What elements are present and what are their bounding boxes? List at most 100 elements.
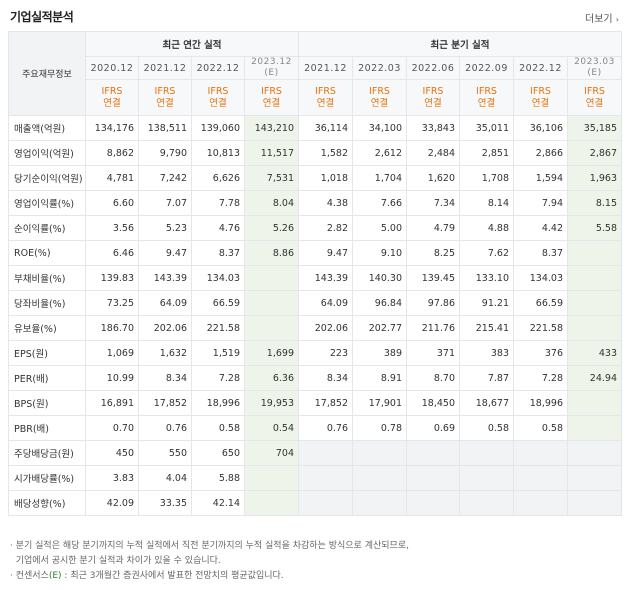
- table-cell: 10,813: [191, 140, 245, 166]
- table-cell: 17,852: [138, 390, 192, 416]
- table-cell: 6,626: [191, 165, 245, 191]
- table-cell: [513, 490, 568, 516]
- table-cell: 0.58: [191, 415, 245, 441]
- table-cell: 8.14: [459, 190, 514, 216]
- more-link[interactable]: 더보기 ›: [585, 10, 619, 25]
- table-cell: 139.83: [85, 265, 139, 291]
- accounting-basis: IFRS 연결: [298, 79, 353, 116]
- table-cell: 34,100: [352, 115, 407, 141]
- table-cell: 2,484: [406, 140, 460, 166]
- table-cell: 66.59: [191, 290, 245, 316]
- annual-group-header: 최근 연간 실적: [85, 31, 299, 57]
- table-cell: 202.77: [352, 315, 407, 341]
- table-cell: 1,704: [352, 165, 407, 191]
- table-cell: 8.70: [406, 365, 460, 391]
- table-cell: [298, 440, 353, 466]
- period-header: 2023.12 (E): [244, 56, 299, 80]
- table-cell: 9.47: [138, 240, 192, 266]
- table-cell: 1,620: [406, 165, 460, 191]
- period-header: 2022.12: [191, 56, 245, 80]
- table-cell: 64.09: [298, 290, 353, 316]
- period-header: 2021.12: [298, 56, 353, 80]
- table-row: 유보율(%) 186.70 202.06 221.58 202.06 202.77 211.…: [8, 315, 622, 341]
- table-cell: 7.87: [459, 365, 514, 391]
- table-cell: [406, 490, 460, 516]
- table-cell: 7.28: [513, 365, 568, 391]
- table-cell: 6.60: [85, 190, 139, 216]
- table-cell: 7,242: [138, 165, 192, 191]
- row-label: EPS(원): [8, 340, 86, 366]
- table-cell: 2,867: [567, 140, 622, 166]
- table-cell: 3.56: [85, 215, 139, 241]
- table-cell: 64.09: [138, 290, 192, 316]
- table-cell: 143.39: [138, 265, 192, 291]
- table-cell: 2,866: [513, 140, 568, 166]
- table-cell: [567, 440, 622, 466]
- table-cell: 7.34: [406, 190, 460, 216]
- table-cell: 17,901: [352, 390, 407, 416]
- period-label: 2022.12: [519, 62, 562, 74]
- table-cell: 4.38: [298, 190, 353, 216]
- table-cell: 5.23: [138, 215, 192, 241]
- table-cell: 5.88: [191, 465, 245, 491]
- quarter-group-header: 최근 분기 실적: [298, 31, 622, 57]
- table-row: PBR(배) 0.70 0.76 0.58 0.54 0.76 0.78 0.69 0.58 0.…: [8, 415, 622, 441]
- accounting-basis: IFRS 연결: [513, 79, 568, 116]
- table-cell: [298, 465, 353, 491]
- more-label: 더보기: [585, 14, 613, 25]
- accounting-basis: IFRS 연결: [459, 79, 514, 116]
- table-row: 시가배당률(%) 3.83 4.04 5.88: [8, 465, 622, 491]
- table-cell: 11,517: [244, 140, 299, 166]
- table-cell: 8,862: [85, 140, 139, 166]
- table-cell: [244, 465, 299, 491]
- table-cell: 96.84: [352, 290, 407, 316]
- table-cell: 1,632: [138, 340, 192, 366]
- table-cell: [567, 490, 622, 516]
- table-cell: [244, 265, 299, 291]
- table-cell: 376: [513, 340, 568, 366]
- table-cell: 1,699: [244, 340, 299, 366]
- table-cell: 186.70: [85, 315, 139, 341]
- accounting-basis: IFRS 연결: [567, 79, 622, 116]
- table-cell: [567, 315, 622, 341]
- table-cell: [513, 440, 568, 466]
- table-cell: 36,106: [513, 115, 568, 141]
- table-cell: [567, 465, 622, 491]
- item-header: 주요재무정보: [8, 31, 86, 116]
- table-cell: [459, 440, 514, 466]
- accounting-basis: IFRS 연결: [191, 79, 245, 116]
- table-cell: 7.07: [138, 190, 192, 216]
- table-cell: 5.26: [244, 215, 299, 241]
- table-cell: 18,450: [406, 390, 460, 416]
- table-cell: [244, 315, 299, 341]
- footnote-3-suffix: : 최근 3개월간 증권사에서 발표한 전망치의 평균값입니다.: [61, 571, 284, 581]
- table-cell: 143.39: [298, 265, 353, 291]
- table-cell: 4.88: [459, 215, 514, 241]
- table-cell: 133.10: [459, 265, 514, 291]
- table-cell: 7.28: [191, 365, 245, 391]
- table-cell: 2,851: [459, 140, 514, 166]
- table-cell: 1,069: [85, 340, 139, 366]
- table-cell: [567, 415, 622, 441]
- table-cell: [567, 240, 622, 266]
- table-row: 영업이익률(%) 6.60 7.07 7.78 8.04 4.38 7.66 7.34 8.14…: [8, 190, 622, 216]
- row-label: 영업이익률(%): [8, 190, 86, 216]
- table-cell: 9.47: [298, 240, 353, 266]
- table-cell: 18,677: [459, 390, 514, 416]
- table-row: EPS(원) 1,069 1,632 1,519 1,699 223 389 371 383 37…: [8, 340, 622, 366]
- period-label: 2022.03: [358, 62, 401, 74]
- table-cell: 4.79: [406, 215, 460, 241]
- table-cell: 19,953: [244, 390, 299, 416]
- table-row: 배당성향(%) 42.09 33.35 42.14: [8, 490, 622, 516]
- table-cell: [352, 465, 407, 491]
- table-cell: 42.09: [85, 490, 139, 516]
- table-cell: 9,790: [138, 140, 192, 166]
- estimate-marker: (E): [587, 68, 602, 78]
- row-label: 영업이익(억원): [8, 140, 86, 166]
- table-cell: 8.37: [513, 240, 568, 266]
- table-cell: 8.04: [244, 190, 299, 216]
- row-label: ROE(%): [8, 240, 86, 266]
- table-cell: 0.69: [406, 415, 460, 441]
- table-cell: 42.14: [191, 490, 245, 516]
- table-cell: 211.76: [406, 315, 460, 341]
